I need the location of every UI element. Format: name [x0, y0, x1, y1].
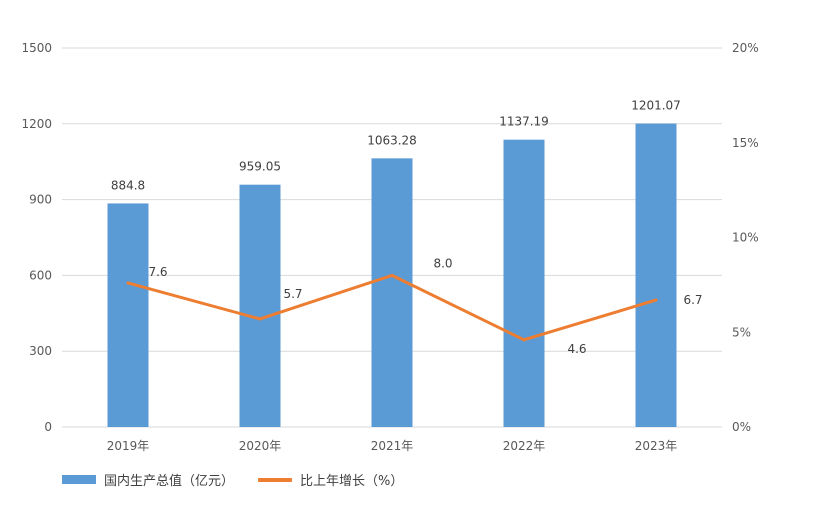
y-right-tick-label: 20%: [732, 41, 759, 55]
legend-item-growth: 比上年增长（%）: [258, 470, 403, 489]
x-tick-label: 2022年: [503, 439, 546, 453]
bar-data-label: 884.8: [111, 178, 145, 192]
chart-legend: 国内生产总值（亿元） 比上年增长（%）: [62, 470, 427, 489]
line-point: [522, 338, 526, 342]
legend-item-gdp: 国内生产总值（亿元）: [62, 470, 234, 489]
y-left-tick-label: 300: [29, 344, 52, 358]
line-data-label: 6.7: [683, 293, 702, 307]
line-data-label: 7.6: [148, 265, 167, 279]
bar: [371, 158, 413, 427]
line-data-label: 8.0: [433, 256, 452, 270]
x-tick-label: 2019年: [107, 439, 150, 453]
bar: [503, 139, 545, 428]
bar-data-label: 1063.28: [367, 133, 417, 147]
line-point: [390, 273, 394, 277]
line-data-label: 4.6: [567, 342, 586, 356]
y-right-tick-label: 15%: [732, 136, 759, 150]
y-left-tick-label: 0: [44, 420, 52, 434]
legend-swatch-gdp: [62, 475, 96, 484]
line-point: [258, 317, 262, 321]
x-tick-label: 2023年: [635, 439, 678, 453]
y-right-tick-label: 0%: [732, 420, 751, 434]
legend-label-growth: 比上年增长（%）: [300, 474, 404, 489]
y-left-tick-label: 1200: [21, 117, 52, 131]
bar-data-label: 959.05: [239, 160, 281, 174]
bar-data-label: 1137.19: [499, 115, 549, 129]
bar-data-label: 1201.07: [631, 99, 681, 113]
bar: [239, 184, 281, 427]
legend-swatch-growth: [258, 477, 293, 482]
y-left-tick-label: 1500: [21, 41, 52, 55]
line-point: [126, 281, 130, 285]
legend-label-gdp: 国内生产总值（亿元）: [104, 474, 235, 489]
line-data-label: 5.7: [283, 287, 302, 301]
line-point: [654, 298, 658, 302]
bar: [107, 203, 149, 427]
x-tick-label: 2020年: [239, 439, 282, 453]
y-left-tick-label: 900: [29, 193, 52, 207]
y-right-tick-label: 5%: [732, 325, 751, 339]
bar: [635, 123, 677, 427]
x-tick-label: 2021年: [371, 439, 414, 453]
y-right-tick-label: 10%: [732, 231, 759, 245]
y-left-tick-label: 600: [29, 268, 52, 282]
